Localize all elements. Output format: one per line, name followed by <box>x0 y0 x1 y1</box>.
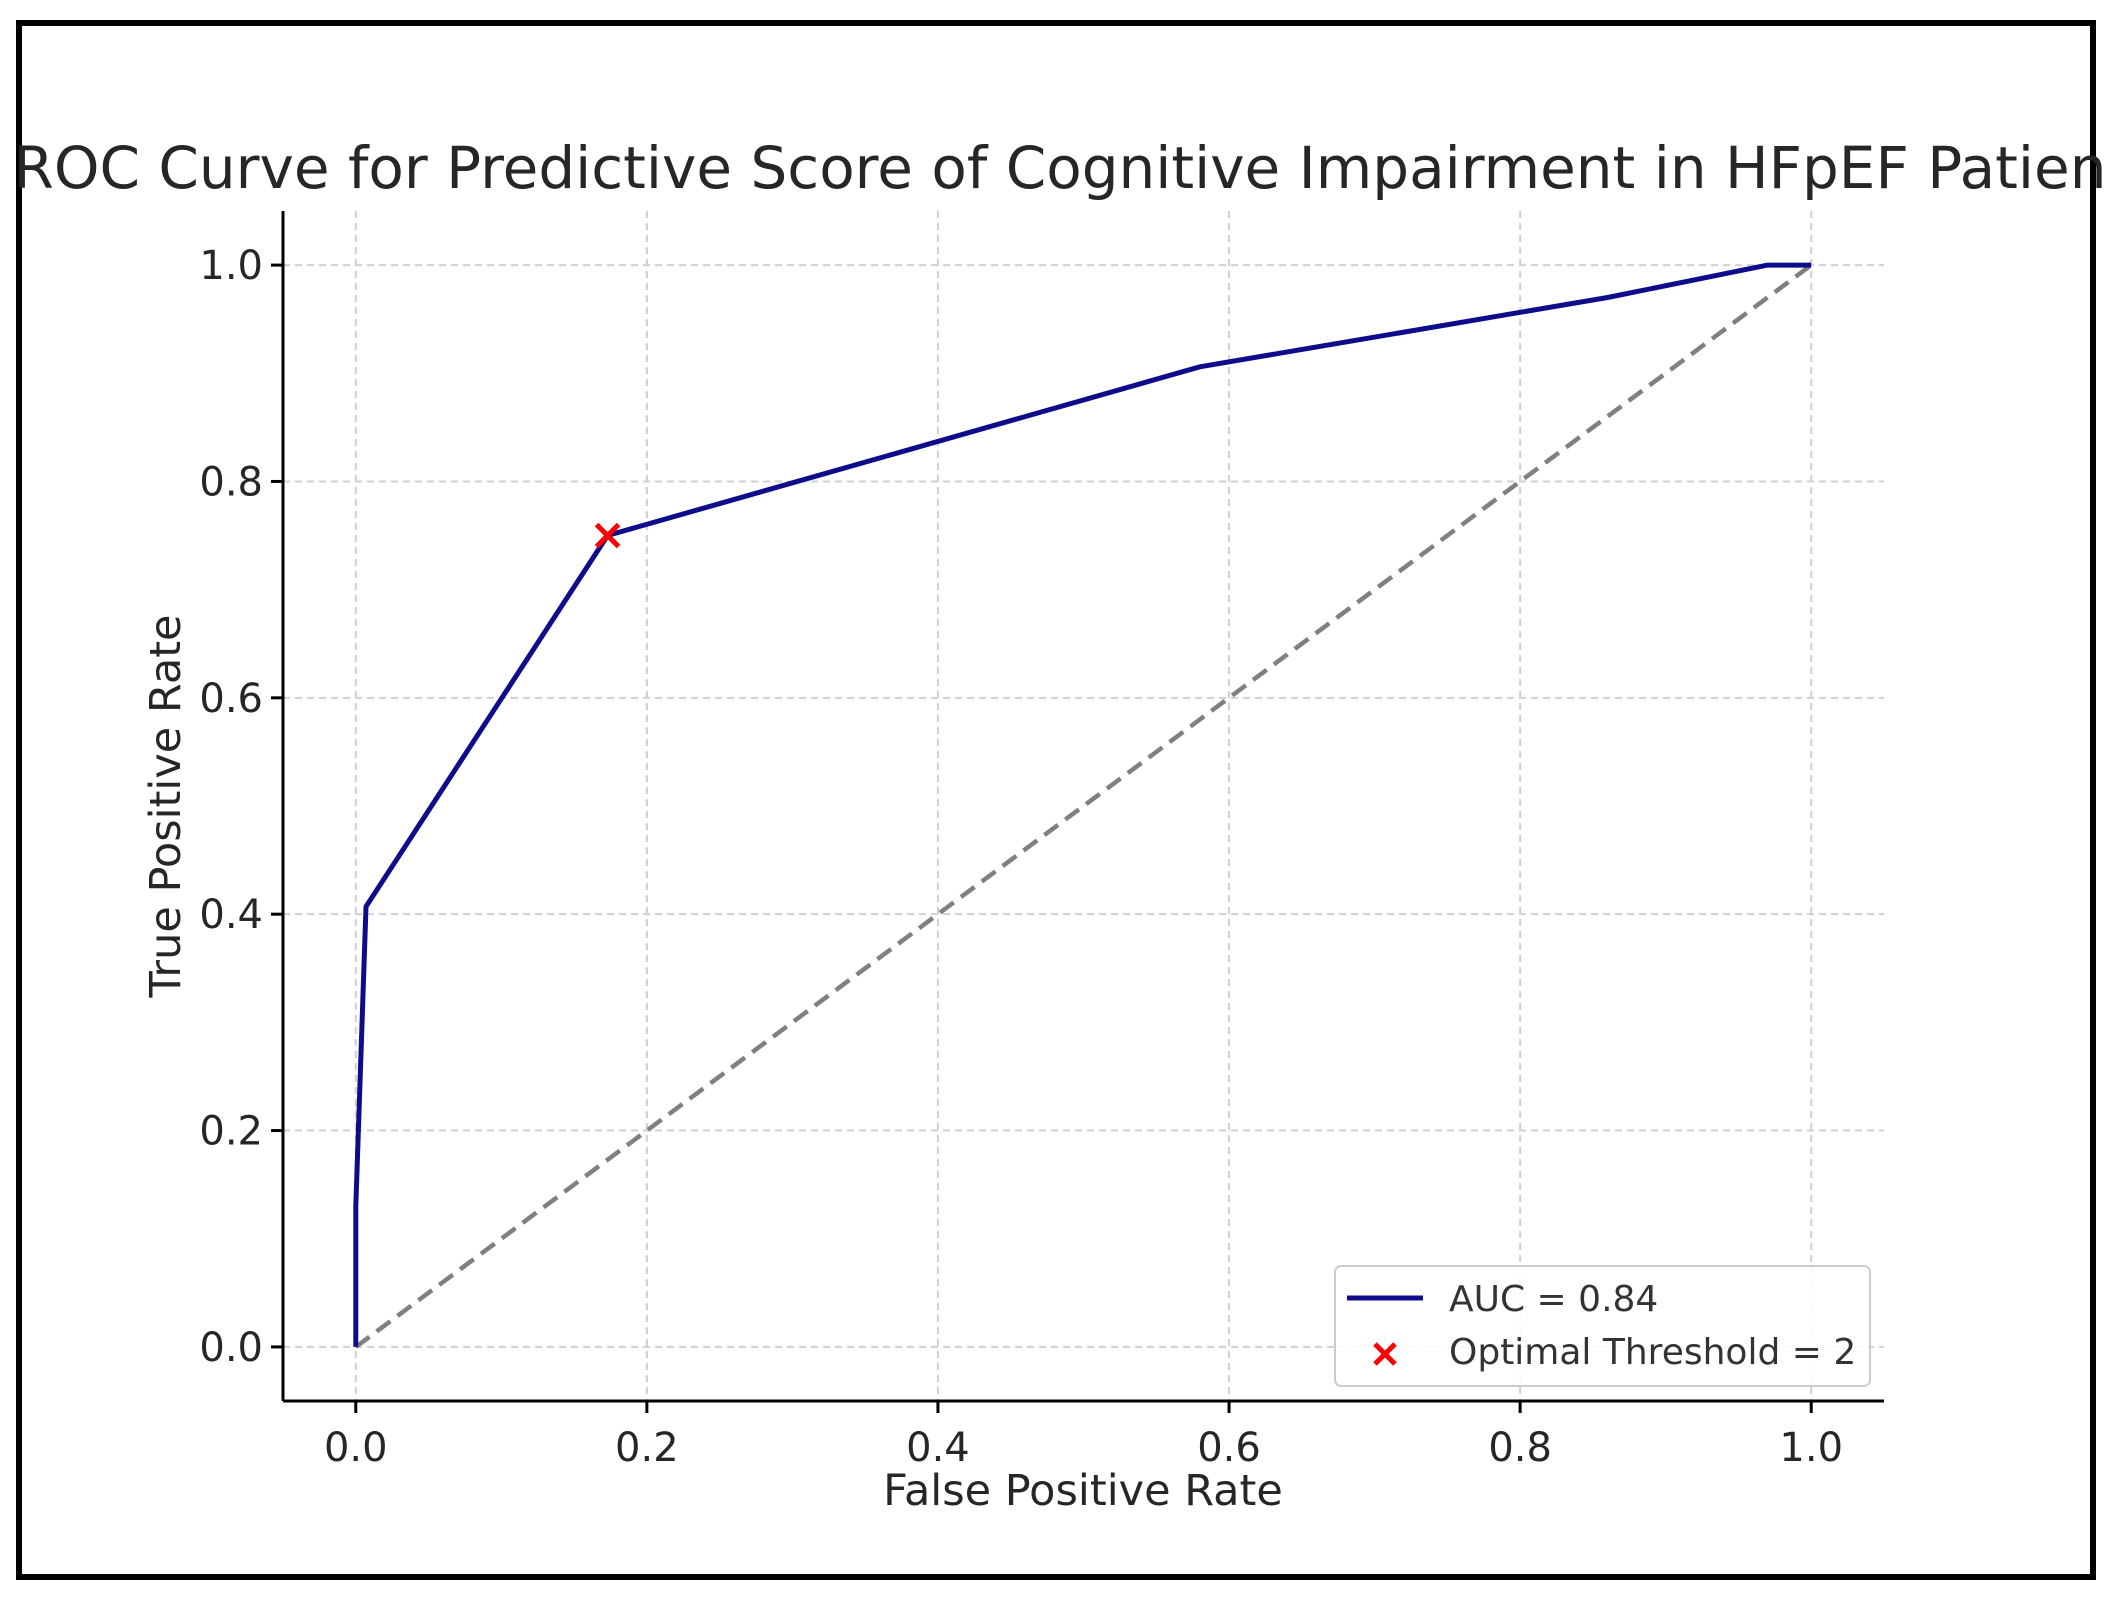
legend-marker-swatch <box>1373 1342 1397 1366</box>
axes <box>281 211 1884 1403</box>
legend-box <box>1334 1265 1871 1387</box>
reference-line <box>354 263 1813 1349</box>
y-tick-label-4: 0.8 <box>199 459 263 505</box>
legend-marker-label: Optimal Threshold = 2 <box>1449 1332 1856 1373</box>
x-tick-label-0: 0.0 <box>324 1425 388 1471</box>
legend-curve-label: AUC = 0.84 <box>1449 1279 1658 1320</box>
y-tick-label-2: 0.4 <box>199 892 263 938</box>
marker-stroke-b <box>594 522 621 549</box>
x-tick-label-1: 0.2 <box>615 1425 679 1471</box>
series-layer <box>353 262 1812 1347</box>
y-axis-ticks: 0.0 0.2 0.4 0.6 0.8 1.0 <box>199 243 283 1371</box>
legend-marker-stroke-b <box>1373 1342 1397 1366</box>
y-tick-label-3: 0.6 <box>199 676 263 722</box>
y-tick-label-5: 1.0 <box>199 243 263 289</box>
y-tick-label-0: 0.0 <box>199 1325 263 1371</box>
x-axis-ticks: 0.0 0.2 0.4 0.6 0.8 1.0 <box>324 1401 1843 1471</box>
optimal-threshold-marker <box>594 522 621 549</box>
x-tick-label-4: 0.8 <box>1488 1425 1552 1471</box>
legend: AUC = 0.84 Optimal Threshold = 2 <box>1334 1265 1871 1387</box>
x-tick-label-5: 1.0 <box>1779 1425 1843 1471</box>
roc-curve-line <box>353 262 1812 1347</box>
x-tick-label-3: 0.6 <box>1197 1425 1261 1471</box>
x-axis-title: False Positive Rate <box>883 1466 1283 1516</box>
diagonal-reference-line <box>354 263 1813 1349</box>
x-tick-label-2: 0.4 <box>906 1425 970 1471</box>
marker-layer <box>594 522 621 549</box>
y-tick-label-1: 0.2 <box>199 1109 263 1155</box>
y-axis-title: True Positive Rate <box>141 614 191 998</box>
chart-title: ROC Curve for Predictive Score of Cognit… <box>14 134 2107 202</box>
